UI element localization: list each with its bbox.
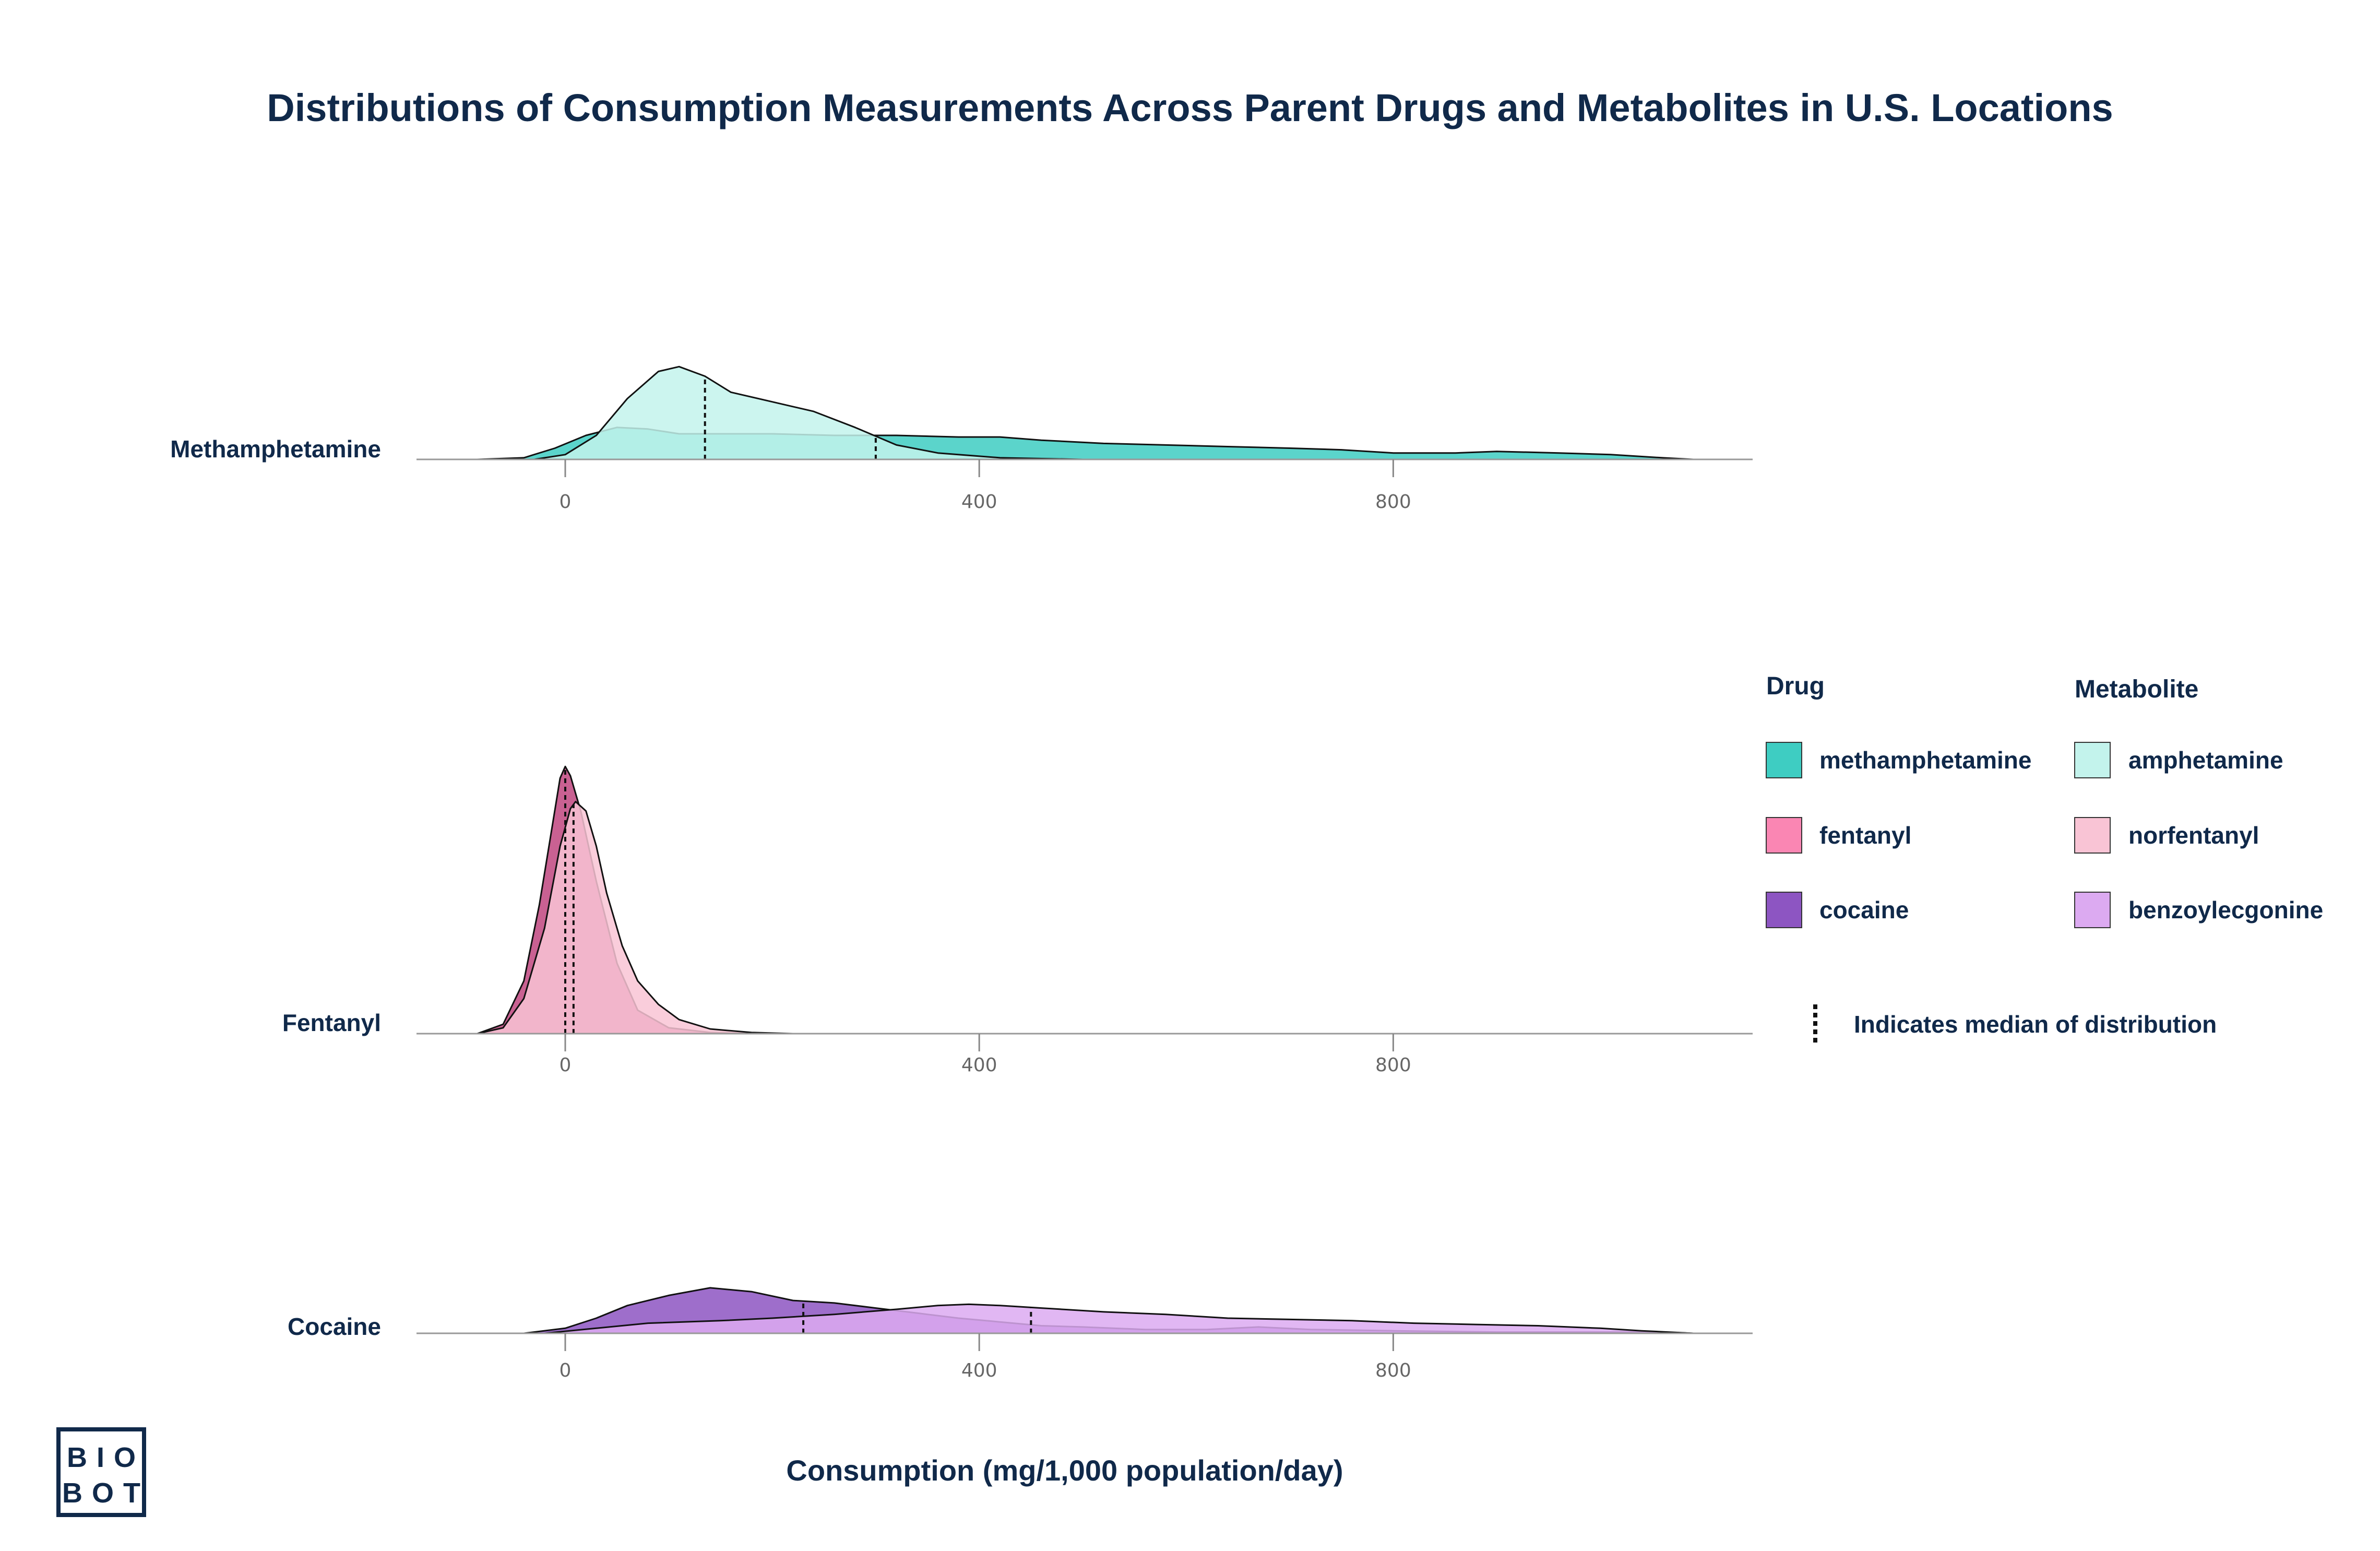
x-tick-label: 0	[560, 1055, 572, 1076]
legend-swatch-methamphetamine	[1766, 742, 1802, 778]
row-cocaine: Cocaine 0 400 800	[288, 1287, 1753, 1381]
density-fentanyl	[476, 765, 1694, 1035]
legend-label-amphetamine: amphetamine	[2128, 747, 2283, 774]
legend-swatch-amphetamine	[2074, 742, 2111, 778]
legend-swatch-benzoylecgonine	[2074, 892, 2111, 928]
legend-group-drug: Drug methamphetamine fentanyl cocaine	[1766, 672, 2031, 928]
legend-label-cocaine: cocaine	[1819, 896, 1909, 924]
legend-median-note: Indicates median of distribution	[1854, 1011, 2217, 1038]
x-tick-label: 800	[1375, 1055, 1411, 1076]
row-fentanyl: Fentanyl 0 400 800	[282, 765, 1753, 1076]
x-tick-label: 800	[1375, 1360, 1411, 1381]
logo-line-2: BOT	[62, 1477, 150, 1509]
legend-title-metabolite: Metabolite	[2075, 676, 2198, 703]
x-tick-label: 400	[961, 1055, 997, 1076]
legend-swatch-norfentanyl	[2074, 817, 2111, 854]
x-tick-label: 0	[560, 491, 572, 513]
legend: Drug methamphetamine fentanyl cocaine Me…	[1766, 672, 2323, 1045]
legend-label-benzoylecgonine: benzoylecgonine	[2128, 896, 2323, 924]
row-label-cocaine: Cocaine	[288, 1313, 381, 1340]
density-benzoylecgonine	[476, 1303, 1694, 1334]
x-tick-label: 0	[560, 1360, 572, 1381]
row-label-methamphetamine: Methamphetamine	[170, 435, 381, 463]
x-tick-label: 800	[1375, 491, 1411, 513]
x-axis-label: Consumption (mg/1,000 population/day)	[786, 1454, 1343, 1487]
logo-line-1: BIO	[67, 1442, 145, 1473]
chart-title: Distributions of Consumption Measurement…	[267, 86, 2113, 129]
biobot-logo: BIO BOT	[56, 1427, 150, 1517]
row-methamphetamine: Methamphetamine 0 400 800	[170, 365, 1753, 513]
legend-group-metabolite: Metabolite amphetamine norfentanyl benzo…	[2074, 676, 2323, 928]
x-tick-label: 400	[961, 491, 997, 513]
density-norfentanyl	[476, 801, 1694, 1035]
legend-label-methamphetamine: methamphetamine	[1819, 747, 2031, 774]
legend-label-norfentanyl: norfentanyl	[2128, 822, 2259, 849]
logo-frame	[56, 1427, 146, 1517]
legend-title-drug: Drug	[1766, 672, 1825, 700]
legend-label-fentanyl: fentanyl	[1819, 822, 1911, 849]
legend-swatch-fentanyl	[1766, 817, 1802, 854]
legend-swatch-cocaine	[1766, 892, 1802, 928]
row-label-fentanyl: Fentanyl	[282, 1009, 381, 1036]
x-tick-label: 400	[961, 1360, 997, 1381]
